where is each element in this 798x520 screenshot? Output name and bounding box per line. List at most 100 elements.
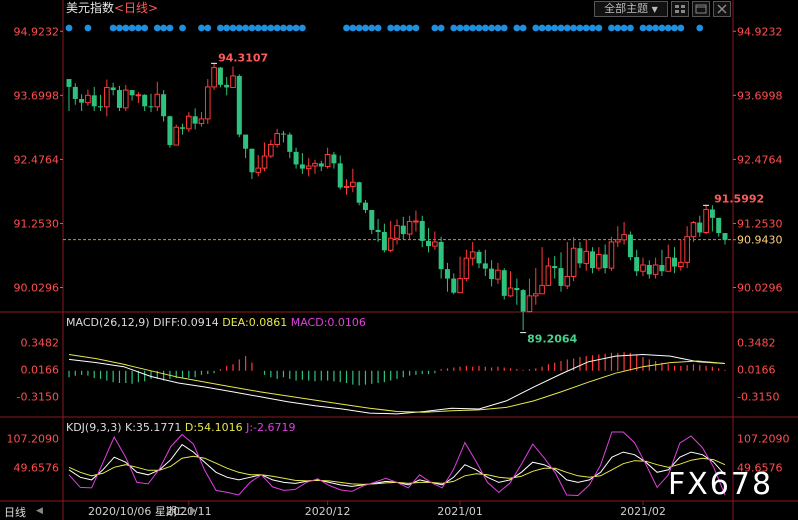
footer-period[interactable]: 日线 (4, 506, 26, 519)
candle-body (362, 202, 368, 210)
signal-dot (519, 24, 527, 32)
y-tick-label-right: 90.0296 (737, 282, 783, 295)
candle-body (438, 241, 444, 270)
candle-body (432, 241, 438, 247)
macd-y-tick-label-left: 0.3482 (21, 336, 60, 349)
y-tick-label-left: 92.4764 (14, 153, 60, 166)
toolbar-close-icon[interactable] (713, 1, 731, 17)
signal-dot (286, 24, 294, 32)
macd-y-tick-label-left: 0.0166 (21, 363, 60, 376)
signal-dot (122, 24, 130, 32)
signal-dot (431, 24, 439, 32)
signal-dot (235, 24, 243, 32)
candle-body (369, 209, 375, 230)
candle-body (602, 254, 608, 269)
signal-dot (368, 24, 376, 32)
candle-body (98, 106, 104, 108)
candle-body (104, 86, 110, 108)
candle-body (204, 86, 211, 120)
candle-body (356, 182, 362, 203)
signal-dot (589, 24, 596, 32)
watermark: FX678 (668, 467, 774, 502)
candle-body (627, 234, 633, 258)
view-select[interactable]: 全部主题 ▼ (594, 1, 668, 17)
kdj-line-j (68, 431, 726, 497)
candle-body (520, 290, 526, 312)
candle-body (129, 90, 135, 96)
candle-body (590, 251, 596, 269)
signal-dot (677, 24, 685, 32)
kdj-legend-d: D:54.1016 (184, 421, 243, 434)
candle-body (72, 86, 78, 99)
candle-body (406, 221, 413, 235)
candle-body (236, 75, 242, 135)
candle-body (230, 75, 236, 88)
period-selector[interactable]: <日线> (114, 1, 159, 15)
signal-dot (248, 24, 256, 32)
signal-dot (563, 24, 571, 32)
signal-dot (469, 24, 477, 32)
candle-body (148, 106, 154, 108)
toolbar-grid-icon[interactable] (671, 1, 689, 17)
candle-body (85, 94, 91, 104)
candle-body (375, 229, 381, 232)
kdj-y-tick-label-right: 49.6576 (737, 461, 783, 474)
candle-body (142, 94, 148, 107)
candle-body (161, 94, 167, 117)
candle-body (167, 116, 173, 146)
signal-dot (355, 24, 363, 32)
signal-dot (608, 24, 615, 32)
candle-body (444, 269, 450, 279)
scroll-left-icon[interactable]: ◀ (36, 506, 43, 516)
signal-dot (456, 24, 464, 32)
signal-dot (664, 24, 672, 32)
candle-body (293, 151, 299, 165)
candle-body (173, 126, 180, 146)
candle-body (400, 225, 406, 235)
candle-body (652, 264, 659, 275)
kdj-y-tick-label-left: 49.6576 (14, 461, 60, 474)
candle-body (495, 269, 501, 280)
signal-dot (544, 24, 552, 32)
candle-body (716, 217, 722, 234)
signal-dot (166, 24, 174, 32)
candle-body (186, 115, 192, 130)
signal-dot (570, 24, 578, 32)
candle-body (463, 257, 470, 280)
signal-dot (406, 24, 414, 32)
high-annotation: 94.3107 (218, 51, 268, 64)
candle-body (394, 225, 400, 239)
toolbar-maximize-icon[interactable] (692, 1, 710, 17)
candle-body (659, 264, 665, 272)
candle-body (608, 241, 615, 269)
signal-dot (141, 24, 149, 32)
signal-dot (450, 24, 458, 32)
signal-dot (399, 24, 407, 32)
signal-dot (128, 24, 136, 32)
candle-body (678, 261, 684, 268)
candle-body (350, 181, 356, 187)
signal-dot (658, 24, 666, 32)
candle-body (274, 133, 280, 146)
candle-body (79, 98, 85, 103)
low-annotation: 89.2064 (527, 333, 577, 346)
macd-legend-diff: DIFF:0.0914 (153, 316, 219, 329)
signal-dot (576, 24, 584, 32)
signal-dot (488, 24, 496, 32)
candle-body (501, 270, 507, 296)
candle-body (570, 247, 577, 277)
signal-dot (109, 24, 117, 32)
signal-dot (362, 24, 369, 32)
signal-dot (551, 24, 559, 32)
candle-body (413, 220, 419, 223)
candle-body (634, 257, 640, 272)
candle-body (268, 144, 274, 157)
scroll-right-icon[interactable]: ▶ (190, 506, 197, 516)
candle-body (331, 154, 337, 164)
signal-dot (298, 24, 306, 32)
signal-dot (134, 24, 142, 32)
y-tick-label-right: 91.2530 (737, 217, 783, 230)
y-tick-label-left: 94.9232 (14, 25, 60, 38)
